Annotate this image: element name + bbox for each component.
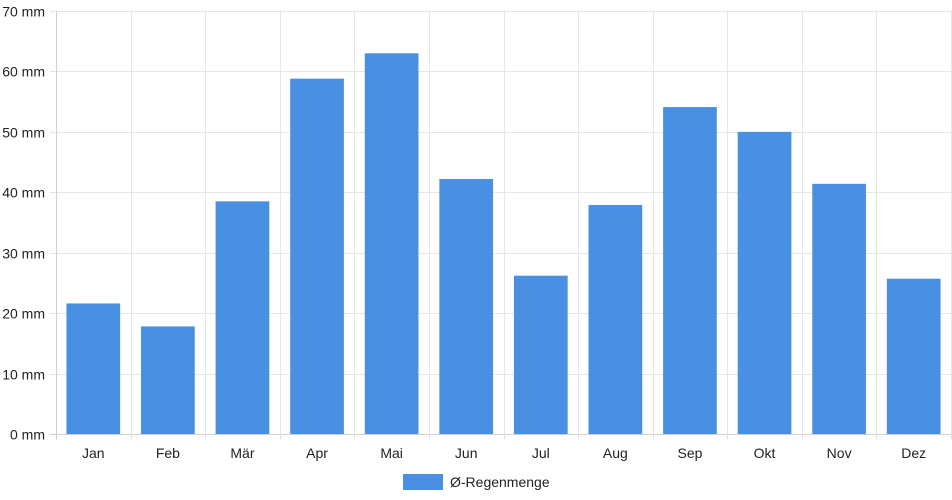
bar-Mär[interactable] <box>215 201 270 434</box>
y-tick-label-0: 0 mm <box>10 427 45 443</box>
x-tick-label-Apr: Apr <box>306 445 328 461</box>
bar-Mai[interactable] <box>364 53 419 435</box>
legend[interactable]: Ø-Regenmenge <box>403 474 550 490</box>
x-tick-label-Mai: Mai <box>380 445 403 461</box>
y-tick-label-40: 40 mm <box>2 185 45 201</box>
bar-Nov[interactable] <box>812 183 866 434</box>
x-axis-tick-labels: Jan Feb Mär Apr Mai Jun Jul Aug Sep Okt Nov Dez <box>82 445 926 461</box>
grid-lines <box>50 11 952 440</box>
y-axis-tick-labels: 0 mm 10 mm 20 mm 30 mm 40 mm 50 mm 60 mm 70 mm <box>2 4 45 443</box>
bar-Sep[interactable] <box>663 107 717 435</box>
y-tick-label-60: 60 mm <box>2 64 45 80</box>
x-tick-label-Dez: Dez <box>901 445 926 461</box>
y-tick-label-70: 70 mm <box>2 4 45 20</box>
x-tick-label-Jun: Jun <box>455 445 478 461</box>
bar-Apr[interactable] <box>290 78 344 435</box>
bar-Jan[interactable] <box>66 303 121 434</box>
legend-swatch[interactable] <box>403 474 443 490</box>
y-tick-label-50: 50 mm <box>2 125 45 141</box>
bars <box>66 53 941 435</box>
x-tick-label-Jul: Jul <box>532 445 550 461</box>
x-tick-label-Jan: Jan <box>82 445 105 461</box>
bar-Jul[interactable] <box>513 275 568 434</box>
x-tick-label-Okt: Okt <box>754 445 776 461</box>
y-tick-label-10: 10 mm <box>2 367 45 383</box>
y-tick-label-20: 20 mm <box>2 306 45 322</box>
bar-Feb[interactable] <box>141 326 195 434</box>
x-tick-label-Mär: Mär <box>230 445 254 461</box>
bar-Aug[interactable] <box>588 204 643 434</box>
bar-Jun[interactable] <box>439 178 494 434</box>
x-tick-label-Feb: Feb <box>156 445 180 461</box>
x-tick-label-Nov: Nov <box>827 445 852 461</box>
legend-label[interactable]: Ø-Regenmenge <box>450 474 550 490</box>
bar-Okt[interactable] <box>737 131 792 434</box>
x-tick-label-Sep: Sep <box>677 445 702 461</box>
x-tick-label-Aug: Aug <box>603 445 628 461</box>
y-tick-label-30: 30 mm <box>2 246 45 262</box>
bar-Dez[interactable] <box>886 278 941 434</box>
